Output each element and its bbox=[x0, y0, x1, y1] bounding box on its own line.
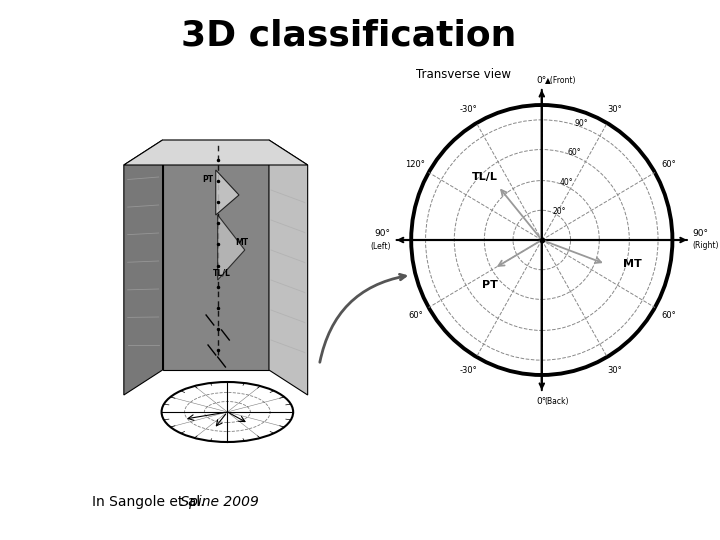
Text: (Back): (Back) bbox=[545, 397, 570, 406]
Ellipse shape bbox=[161, 382, 293, 442]
Text: 30°: 30° bbox=[608, 366, 622, 375]
Circle shape bbox=[411, 105, 672, 375]
Text: PT: PT bbox=[202, 175, 214, 184]
Text: 90°: 90° bbox=[575, 119, 588, 129]
Text: TL/L: TL/L bbox=[213, 268, 230, 277]
Polygon shape bbox=[163, 140, 269, 370]
Text: 3D classification: 3D classification bbox=[181, 18, 516, 52]
Polygon shape bbox=[124, 140, 163, 395]
Text: 60°: 60° bbox=[408, 311, 423, 320]
Text: 30°: 30° bbox=[608, 105, 622, 114]
Text: 90°: 90° bbox=[693, 230, 708, 239]
Text: ▲(Front): ▲(Front) bbox=[545, 76, 576, 85]
Polygon shape bbox=[217, 215, 245, 280]
Text: 20°: 20° bbox=[552, 207, 566, 216]
Text: 40°: 40° bbox=[559, 178, 573, 187]
Text: PT: PT bbox=[482, 280, 498, 291]
Text: -30°: -30° bbox=[460, 366, 477, 375]
Text: (Left): (Left) bbox=[370, 241, 391, 251]
Text: TL/L: TL/L bbox=[472, 172, 498, 182]
Text: -30°: -30° bbox=[460, 105, 477, 114]
Text: 90°: 90° bbox=[375, 230, 391, 239]
Polygon shape bbox=[269, 140, 307, 395]
Text: 120°: 120° bbox=[405, 160, 426, 169]
Text: 60°: 60° bbox=[661, 160, 675, 169]
Text: (Right): (Right) bbox=[693, 241, 719, 251]
Text: MT: MT bbox=[623, 259, 642, 269]
Polygon shape bbox=[124, 140, 307, 165]
Text: MT: MT bbox=[235, 238, 248, 247]
Text: 0°: 0° bbox=[536, 397, 547, 406]
Text: 60°: 60° bbox=[567, 148, 581, 157]
Text: Transverse view: Transverse view bbox=[416, 69, 511, 82]
Text: In Sangole et al.: In Sangole et al. bbox=[92, 495, 204, 509]
Text: Spine 2009: Spine 2009 bbox=[176, 495, 259, 509]
Text: 0°: 0° bbox=[536, 76, 547, 85]
Polygon shape bbox=[216, 170, 239, 215]
Text: 60°: 60° bbox=[661, 311, 675, 320]
